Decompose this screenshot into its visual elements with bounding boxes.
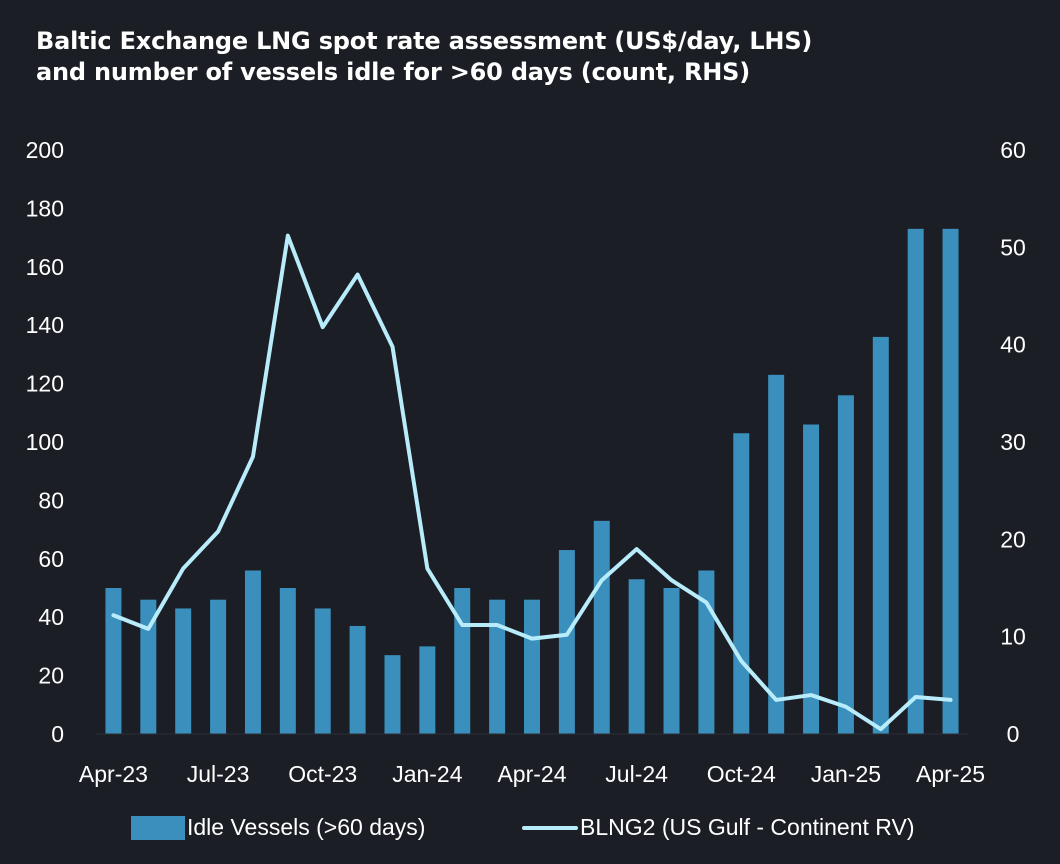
bar-idle-vessels: [768, 374, 785, 734]
chart-area: 2001801601401201008060402006050403020100…: [26, 137, 1026, 787]
line-point-blng2: [392, 346, 393, 347]
bars-layer: [105, 228, 959, 734]
bar-idle-vessels: [803, 424, 820, 734]
bar-idle-vessels: [558, 550, 575, 734]
y-right-tick-label: 10: [1000, 624, 1026, 650]
bar-idle-vessels: [140, 599, 157, 734]
x-tick-label: Oct-23: [288, 761, 357, 787]
line-point-blng2: [880, 729, 881, 730]
y-left-tick-label: 0: [51, 721, 64, 747]
line-point-blng2: [776, 699, 777, 700]
y-left-tick-label: 80: [38, 487, 64, 513]
x-tick-label: Jan-25: [811, 761, 881, 787]
y-left-tick-label: 200: [26, 137, 64, 163]
bar-idle-vessels: [524, 599, 540, 734]
y-left-tick-label: 180: [26, 195, 64, 221]
y-left-tick-label: 20: [38, 663, 64, 689]
line-point-blng2: [950, 699, 951, 700]
bar-idle-vessels: [349, 625, 366, 734]
line-point-blng2: [636, 549, 637, 550]
line-point-blng2: [427, 568, 428, 569]
bar-idle-vessels: [244, 570, 261, 734]
legend-label-blng2: BLNG2 (US Gulf - Continent RV): [580, 814, 915, 840]
line-point-blng2: [357, 274, 358, 275]
line-point-blng2: [915, 697, 916, 698]
x-tick-label: Jan-24: [392, 761, 463, 787]
legend-item-blng2[interactable]: BLNG2 (US Gulf - Continent RV): [522, 814, 914, 841]
y-left-tick-label: 120: [26, 371, 64, 397]
legend-swatch-bars: [131, 815, 185, 840]
y-right-tick-label: 60: [1000, 137, 1026, 163]
chart-title: Baltic Exchange LNG spot rate assessment…: [36, 26, 1036, 88]
bar-idle-vessels: [279, 588, 296, 734]
bar-idle-vessels: [942, 228, 959, 734]
legend-swatch-line: [522, 825, 578, 830]
x-tick-label: Apr-23: [79, 761, 148, 787]
legend: Idle Vessels (>60 days) BLNG2 (US Gulf -…: [0, 808, 1060, 848]
y-left-tick-label: 140: [26, 312, 64, 338]
line-point-blng2: [671, 580, 672, 581]
x-tick-label: Oct-24: [707, 761, 776, 787]
legend-item-idle-vessels[interactable]: Idle Vessels (>60 days): [131, 814, 425, 841]
bar-idle-vessels: [314, 608, 331, 734]
line-point-blng2: [497, 624, 498, 625]
y-left-tick-label: 100: [26, 429, 64, 455]
bar-idle-vessels: [733, 433, 750, 734]
x-tick-label: Jul-23: [187, 761, 250, 787]
bar-idle-vessels: [419, 646, 436, 734]
legend-label-idle-vessels: Idle Vessels (>60 days): [187, 814, 426, 840]
y-right-tick-label: 20: [1000, 526, 1026, 552]
bar-idle-vessels: [663, 588, 680, 734]
chart-title-line-2: and number of vessels idle for >60 days …: [36, 58, 750, 86]
y-left-tick-label: 160: [26, 254, 64, 280]
x-tick-label: Apr-24: [497, 761, 566, 787]
bar-idle-vessels: [210, 599, 227, 734]
line-point-blng2: [601, 580, 602, 581]
series-line-blng2: [111, 233, 953, 732]
bar-idle-vessels: [907, 228, 924, 734]
line-point-blng2: [148, 628, 149, 629]
y-left-tick-label: 60: [38, 546, 64, 572]
bar-idle-vessels: [837, 395, 854, 734]
line-layer: [111, 233, 953, 732]
x-tick-label: Jul-24: [605, 761, 668, 787]
bar-idle-vessels: [384, 655, 401, 734]
bar-idle-vessels: [175, 608, 192, 734]
line-point-blng2: [113, 615, 114, 616]
y-right-tick-label: 30: [1000, 429, 1026, 455]
bar-idle-vessels: [698, 570, 715, 734]
line-point-blng2: [252, 456, 253, 457]
line-point-blng2: [566, 634, 567, 635]
line-point-blng2: [287, 235, 288, 236]
line-point-blng2: [845, 706, 846, 707]
y-right-tick-label: 0: [1007, 721, 1020, 747]
axis-layer: 2001801601401201008060402006050403020100…: [26, 137, 1026, 787]
line-point-blng2: [462, 624, 463, 625]
line-point-blng2: [183, 568, 184, 569]
line-point-blng2: [811, 695, 812, 696]
bar-idle-vessels: [593, 520, 610, 734]
y-left-tick-label: 40: [38, 604, 64, 630]
x-tick-label: Apr-25: [916, 761, 985, 787]
y-right-tick-label: 50: [1000, 234, 1026, 260]
bar-idle-vessels: [872, 336, 889, 734]
bar-idle-vessels: [105, 588, 122, 734]
line-point-blng2: [218, 531, 219, 532]
bar-idle-vessels: [489, 599, 506, 734]
y-right-tick-label: 40: [1000, 332, 1026, 358]
line-point-blng2: [532, 638, 533, 639]
line-point-blng2: [706, 602, 707, 603]
bar-idle-vessels: [628, 579, 645, 734]
line-point-blng2: [741, 661, 742, 662]
line-point-blng2: [322, 327, 323, 328]
chart-title-line-1: Baltic Exchange LNG spot rate assessment…: [36, 27, 813, 55]
bar-idle-vessels: [454, 588, 471, 734]
